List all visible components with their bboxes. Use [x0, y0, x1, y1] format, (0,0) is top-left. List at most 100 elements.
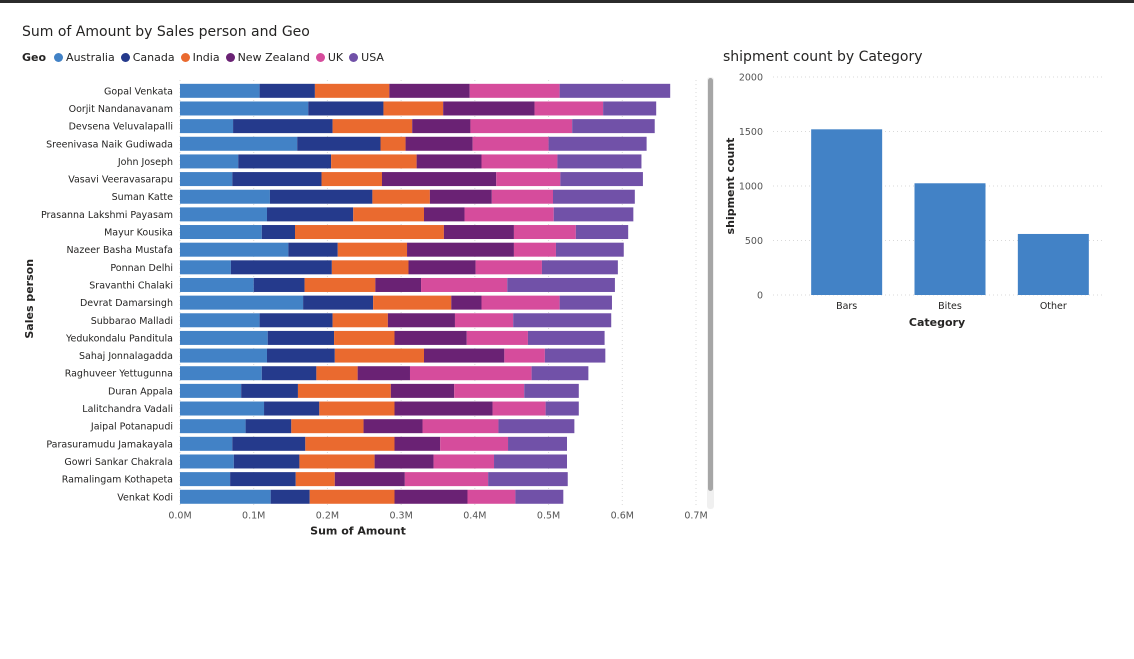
- bar-segment-uk: [454, 383, 525, 398]
- bar-segment-new-zealand: [416, 154, 482, 169]
- x-tick-label: 0.3M: [389, 511, 412, 522]
- legend-item-australia[interactable]: Australia: [54, 51, 115, 64]
- scrollbar-thumb[interactable]: [708, 78, 713, 491]
- bar-segment-canada: [259, 83, 315, 98]
- bar-segment-uk: [467, 489, 516, 504]
- legend-item-canada[interactable]: Canada: [120, 51, 175, 64]
- bar-segment-canada: [264, 401, 320, 416]
- y-tick-label: Jaipal Potanapudi: [90, 422, 173, 433]
- bar-segment-new-zealand: [363, 419, 423, 434]
- bar-segment-canada: [245, 419, 292, 434]
- bar-segment-canada: [270, 489, 310, 504]
- bar-segment-uk: [513, 242, 556, 257]
- bar-segment-usa: [508, 436, 567, 451]
- bar-segment-australia: [180, 472, 231, 487]
- bar-segment-canada: [288, 242, 338, 257]
- bar-segment-uk: [475, 260, 542, 275]
- bar-segment-usa: [513, 313, 612, 328]
- y-tick-label: Sravanthi Chalaki: [89, 280, 173, 291]
- bar-segment-new-zealand: [389, 83, 470, 98]
- bar-segment-new-zealand: [387, 313, 455, 328]
- bar-segment-usa: [515, 489, 564, 504]
- legend: Geo Australia Canada India New Zealand UK USA: [22, 51, 390, 64]
- bar-segment-uk: [422, 419, 499, 434]
- bar-segment-australia: [180, 207, 267, 222]
- bar-segment-canada: [267, 330, 335, 345]
- x-tick-label: 0.5M: [537, 511, 560, 522]
- x-tick-label: Other: [1040, 301, 1067, 312]
- bar-segment-uk: [464, 207, 554, 222]
- bar-segment-uk: [421, 277, 508, 292]
- bar-segment-australia: [180, 119, 234, 134]
- legend-item-india[interactable]: India: [180, 51, 220, 64]
- bar-segment-uk: [433, 454, 495, 469]
- bar-segment-usa: [541, 260, 618, 275]
- bar-segment-australia: [180, 348, 267, 363]
- bar-segment-india: [294, 225, 444, 240]
- y-tick-label: Raghuveer Yettugunna: [65, 369, 173, 380]
- bar-segment-canada: [232, 172, 322, 187]
- bar-segment-canada: [261, 366, 317, 381]
- bar-segment-usa: [531, 366, 589, 381]
- x-tick-label: 0.0M: [168, 511, 191, 522]
- bar-segment-uk: [534, 101, 604, 116]
- bar-segment-india: [291, 419, 364, 434]
- legend-item-usa[interactable]: USA: [349, 51, 384, 64]
- bar-segment-uk: [466, 330, 528, 345]
- bar-segment-new-zealand: [394, 330, 467, 345]
- bar-segment-india: [316, 366, 358, 381]
- bar-segment-new-zealand: [374, 454, 434, 469]
- bar-segment-usa: [527, 330, 605, 345]
- y-tick-label: Duran Appala: [108, 386, 173, 397]
- legend-label: Australia: [66, 51, 115, 64]
- y-tick-label: Sahaj Jonnalagadda: [79, 351, 173, 362]
- bar-segment-usa: [575, 225, 629, 240]
- bar-segment-new-zealand: [423, 207, 465, 222]
- bar-segment-uk: [404, 472, 489, 487]
- bar-segment-new-zealand: [357, 366, 410, 381]
- bar-segment-usa: [552, 189, 635, 204]
- x-axis-title: Category: [909, 316, 965, 329]
- bar-segment-uk: [472, 136, 549, 151]
- bar-segment-new-zealand: [407, 242, 514, 257]
- bar-segment-usa: [544, 348, 606, 363]
- bar-segment-india: [297, 383, 391, 398]
- y-tick-label: 1000: [739, 182, 763, 193]
- bar-segment-australia: [180, 489, 271, 504]
- bar-segment-canada: [253, 277, 305, 292]
- bar-segment-new-zealand: [412, 119, 471, 134]
- bar-segment-usa: [557, 154, 642, 169]
- bar-segment-australia: [180, 154, 239, 169]
- bar-segment-india: [334, 348, 424, 363]
- column-bar: [914, 183, 986, 295]
- bar-segment-india: [314, 83, 390, 98]
- legend-marker: [349, 53, 359, 62]
- bar-segment-new-zealand: [443, 225, 514, 240]
- bar-segment-uk: [481, 154, 558, 169]
- stacked-bar-chart: 0.0M 0.1M 0.2M 0.3M 0.4M 0.5M 0.6M 0.7M Gopal Ve…: [23, 80, 708, 538]
- bar-segment-usa: [488, 472, 568, 487]
- bar-segment-australia: [180, 419, 246, 434]
- legend-item-new-zealand[interactable]: New Zealand: [225, 51, 310, 64]
- bar-segment-canada: [238, 154, 332, 169]
- legend-item-uk[interactable]: UK: [315, 51, 343, 64]
- y-tick-label: Venkat Kodi: [117, 492, 173, 503]
- chart-title: shipment count by Category: [723, 49, 923, 65]
- bar-segment-india: [373, 295, 452, 310]
- bar-segment-canada: [232, 436, 306, 451]
- bar-segment-india: [299, 454, 375, 469]
- bar-segment-australia: [180, 330, 268, 345]
- bar-segment-australia: [180, 136, 298, 151]
- y-tick-label: Suman Katte: [112, 192, 174, 203]
- y-tick-label: Ponnan Delhi: [110, 263, 173, 274]
- bar-segment-new-zealand: [334, 472, 405, 487]
- legend-marker: [54, 53, 64, 62]
- shipment-count-visual[interactable]: shipment count by Category 0 500 1000 1500 2…: [715, 40, 1115, 340]
- bar-segment-canada: [259, 313, 333, 328]
- bar-segment-usa: [494, 454, 567, 469]
- bar-segment-canada: [241, 383, 298, 398]
- y-tick-label: John Joseph: [117, 157, 173, 168]
- bar-segment-india: [304, 277, 376, 292]
- sales-by-person-geo-visual[interactable]: Sum of Amount by Sales person and Geo Ge…: [10, 14, 715, 544]
- x-tick-label: 0.4M: [463, 511, 486, 522]
